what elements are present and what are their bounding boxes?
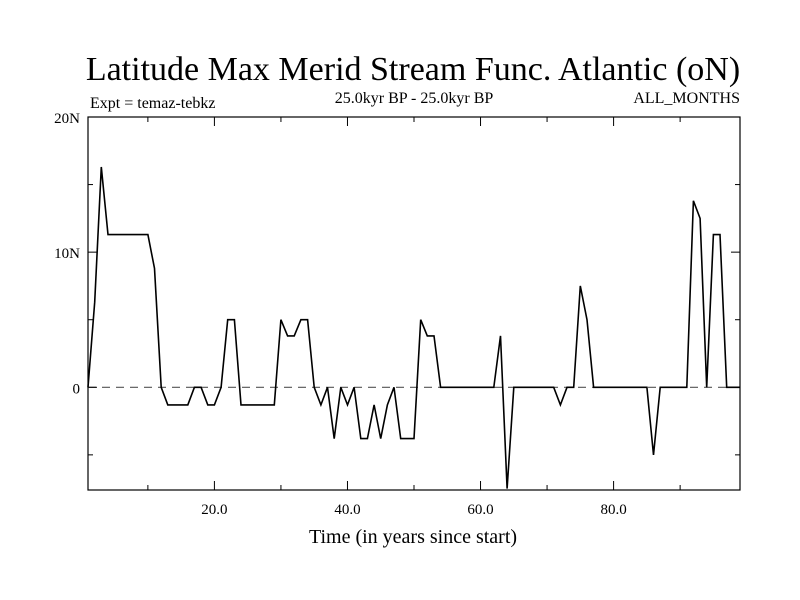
time-range-label: 25.0kyr BP - 25.0kyr BP (335, 90, 494, 107)
chart-title: Latitude Max Merid Stream Func. Atlantic… (86, 51, 740, 88)
plot-area: 20.0 40.0 60.0 80.0 0 10N 20N (54, 111, 741, 518)
x-tick-label: 80.0 (600, 502, 626, 518)
y-tick-label: 20N (54, 111, 80, 127)
x-tick-label: 40.0 (334, 502, 360, 518)
experiment-label: Expt = temaz-tebkz (90, 95, 215, 112)
y-tick-label: 10N (54, 246, 80, 262)
x-axis-label: Time (in years since start) (309, 526, 517, 548)
months-label: ALL_MONTHS (633, 90, 740, 107)
y-tick-label: 0 (73, 381, 81, 397)
x-tick-label: 60.0 (467, 502, 493, 518)
x-tick-label: 20.0 (201, 502, 227, 518)
data-series-line (87, 166, 740, 489)
